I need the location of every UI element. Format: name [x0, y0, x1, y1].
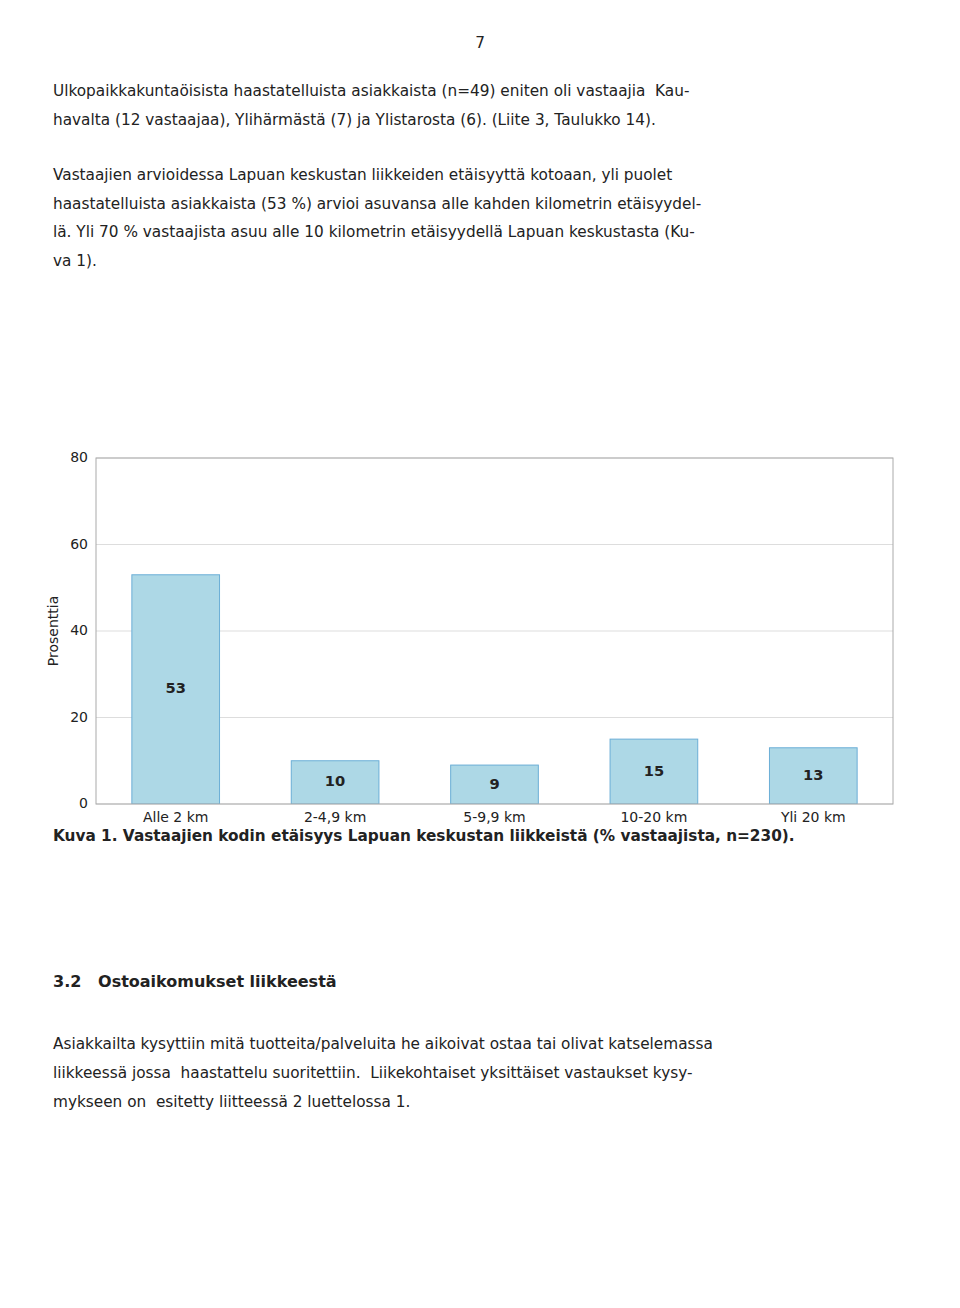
- page: 7 Ulkopaikkakuntaöisista haastatelluista …: [0, 0, 960, 1308]
- x-tick-label: 2-4,9 km: [304, 809, 366, 825]
- y-axis-label: Prosenttia: [45, 596, 61, 666]
- y-tick-label: 20: [70, 709, 88, 725]
- paragraph-line: mykseen on esitetty liitteessä 2 luettel…: [53, 1093, 410, 1111]
- data-label: 9: [489, 775, 499, 792]
- section-heading: 3.2 Ostoaikomukset liikkeestä: [53, 972, 337, 991]
- x-tick-label: Alle 2 km: [143, 809, 209, 825]
- data-label: 53: [165, 679, 185, 696]
- x-tick-label: Yli 20 km: [780, 809, 846, 825]
- paragraph-line: Vastaajien arvioidessa Lapuan keskustan …: [53, 166, 672, 184]
- background: [0, 0, 960, 1308]
- bars: [132, 575, 857, 804]
- paragraph-line: liikkeessä jossa haastattelu suoritettii…: [53, 1064, 692, 1082]
- bar: [610, 739, 698, 804]
- bar: [451, 765, 539, 804]
- y-tick-label: 40: [70, 622, 88, 638]
- x-tick-label: 10-20 km: [620, 809, 687, 825]
- y-tick-label: 0: [79, 795, 88, 811]
- paragraph-line: havalta (12 vastaajaa), Ylihärmästä (7) …: [53, 111, 656, 129]
- paragraph-line: haastatelluista asiakkaista (53 %) arvio…: [53, 195, 701, 213]
- bar: [132, 575, 220, 804]
- y-tick-label: 80: [70, 449, 88, 465]
- data-label: 10: [325, 772, 345, 789]
- bar: [291, 761, 379, 804]
- paragraph-line: Asiakkailta kysyttiin mitä tuotteita/pal…: [53, 1035, 713, 1053]
- y-tick-label: 60: [70, 536, 88, 552]
- caption: Kuva 1. Vastaajien kodin etäisyys Lapuan…: [53, 827, 795, 845]
- paragraph-line: va 1).: [53, 252, 97, 270]
- plot-frame: [96, 458, 893, 804]
- page-number: 7: [475, 34, 485, 52]
- bar: [769, 748, 857, 804]
- paragraph-line: lä. Yli 70 % vastaajista asuu alle 10 ki…: [53, 223, 695, 241]
- data-label: 15: [644, 762, 664, 779]
- bar-chart: 0 20 40 60 80 53 10 9 15 13 Alle 2 km 2-4,9 km 5-9,9…: [45, 449, 893, 825]
- grid-line: [96, 544, 893, 545]
- data-label: 13: [803, 766, 823, 783]
- paragraph-line: Ulkopaikkakuntaöisista haastatelluista a…: [53, 82, 689, 100]
- x-tick-label: 5-9,9 km: [463, 809, 525, 825]
